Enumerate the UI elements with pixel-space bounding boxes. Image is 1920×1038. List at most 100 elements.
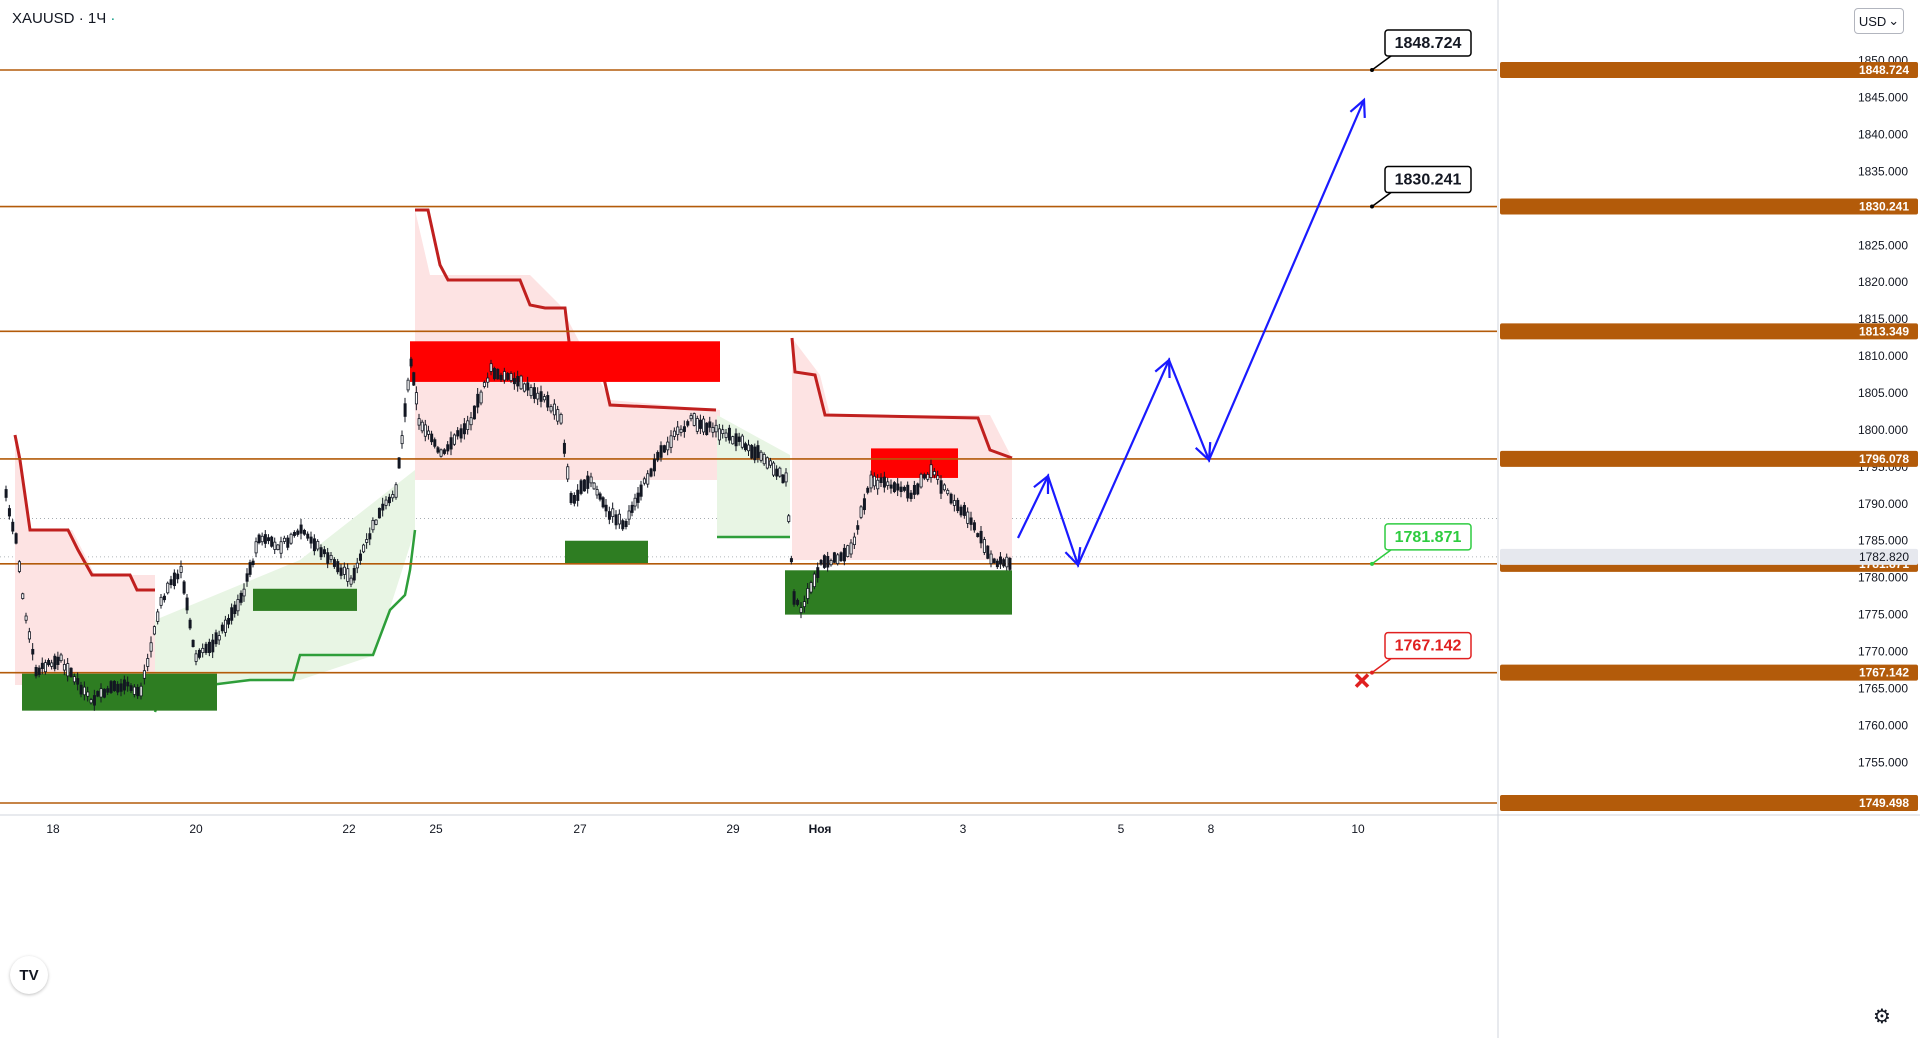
candle-body [592, 482, 596, 490]
callout-anchor [1370, 204, 1374, 209]
candle-body [562, 442, 566, 454]
candle-body [775, 468, 779, 477]
candle-body [556, 409, 560, 422]
candle-body [582, 479, 586, 492]
y-tick-label: 1760.000 [1858, 718, 1908, 732]
candle-body [355, 562, 359, 569]
candle-body [607, 511, 611, 520]
candle-body [624, 520, 628, 528]
tradingview-logo[interactable]: TV [10, 956, 48, 994]
candle-body [14, 533, 18, 544]
candle-body [217, 635, 221, 641]
candle-body [254, 541, 258, 554]
candle-body [309, 536, 313, 544]
candle-body [822, 555, 826, 568]
level-price-tag [1500, 198, 1918, 215]
y-tick-label: 1800.000 [1858, 423, 1908, 437]
candle-body [829, 560, 833, 566]
candle-body [662, 445, 666, 453]
candle-body [79, 684, 83, 695]
candle-body [559, 414, 563, 424]
candle-body [768, 460, 772, 466]
candle-body [99, 688, 103, 698]
candle-body [156, 611, 160, 622]
candle-body [806, 588, 810, 599]
candle-body [72, 676, 76, 683]
y-tick-label: 1770.000 [1858, 645, 1908, 659]
candle-body [169, 579, 173, 586]
candle-body [1008, 557, 1012, 570]
candle-body [142, 670, 146, 679]
candle-body [106, 688, 110, 693]
candle-body [403, 403, 407, 417]
candle-body [669, 435, 673, 448]
level-price-tag [1500, 795, 1918, 811]
level-price-tag [1500, 323, 1918, 340]
candle-body [576, 489, 580, 501]
candle-body [227, 617, 231, 625]
candle-body [932, 471, 936, 476]
candle-body [972, 522, 976, 531]
candle-body [166, 582, 170, 594]
gear-icon[interactable]: ⚙ [1873, 1004, 1891, 1028]
candle-body [979, 530, 983, 544]
header-separator: · [78, 10, 84, 27]
level-price-tag-label: 1813.349 [1859, 324, 1909, 338]
candle-body [679, 428, 683, 433]
candle-body [886, 481, 890, 486]
candle-body [695, 418, 699, 432]
candle-body [966, 511, 970, 524]
candle-body [349, 577, 353, 585]
candle-body [912, 484, 916, 495]
demand-zone [565, 540, 648, 565]
candle-body [989, 553, 993, 565]
demand-zone [253, 588, 357, 611]
level-price-tag [1500, 664, 1918, 681]
forecast-arrowhead [1349, 97, 1366, 119]
candle-body [82, 686, 86, 696]
level-price-tag-label: 1848.724 [1859, 63, 1909, 77]
candle-body [352, 568, 356, 581]
candle-body [449, 437, 453, 450]
candle-body [204, 643, 208, 653]
callout-label: 1830.241 [1395, 172, 1462, 189]
candle-body [942, 484, 946, 491]
candle-body [346, 568, 350, 582]
candle-body [652, 458, 656, 472]
forecast-arrowhead [1194, 441, 1212, 463]
supply-zone [871, 448, 958, 478]
candle-body [185, 597, 189, 611]
candle-body [586, 475, 590, 489]
candle-body [260, 535, 264, 543]
candle-body [486, 377, 490, 383]
candle-body [862, 498, 866, 511]
candle-body [819, 560, 823, 565]
candle-body [263, 534, 267, 544]
forecast-arrowhead [1033, 473, 1050, 495]
candle-body [666, 441, 670, 451]
candle-body [731, 436, 735, 445]
candle-body [476, 393, 480, 408]
candle-body [289, 533, 293, 544]
candle-body [214, 632, 218, 645]
currency-button[interactable]: USD ⌄ [1854, 8, 1904, 34]
candle-body [956, 499, 960, 512]
price-axis [1498, 0, 1920, 1038]
candle-body [11, 521, 15, 532]
candle-body [705, 422, 709, 436]
candle-body [86, 691, 90, 697]
candle-body [122, 679, 126, 691]
candle-body [866, 487, 870, 493]
candle-body [734, 433, 738, 447]
candle-body [604, 504, 608, 512]
candle-body [466, 420, 470, 430]
symbol-header[interactable]: XAUUSD · 1Ч · [12, 10, 115, 27]
candle-body [799, 607, 803, 613]
candle-body [929, 464, 933, 479]
callout-box [1384, 29, 1472, 57]
candle-body [646, 473, 650, 485]
x-tick-label: 5 [1118, 822, 1125, 836]
candle-body [601, 497, 605, 508]
candle-body [686, 421, 690, 426]
